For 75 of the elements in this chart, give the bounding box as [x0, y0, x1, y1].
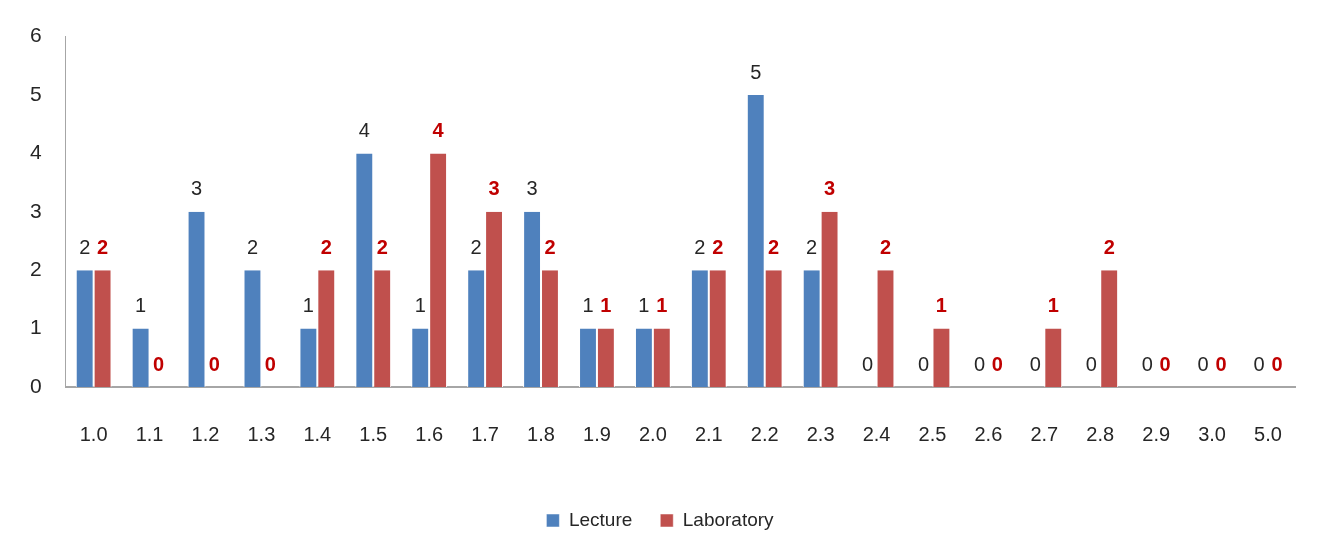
data-label: 2: [879, 235, 892, 258]
data-label: 0: [917, 352, 930, 375]
x-tick-label: 2.6: [974, 422, 1003, 445]
legend-label: Laboratory: [682, 508, 775, 530]
data-label: 4: [432, 118, 445, 141]
data-label: 0: [264, 352, 276, 375]
data-label: 2: [470, 235, 482, 258]
data-label: 1: [1047, 294, 1059, 317]
y-tick-label: 6: [29, 23, 42, 47]
x-tick-label: 2.9: [1142, 422, 1171, 445]
data-label: 1: [935, 294, 947, 317]
x-tick-label: 2.1: [694, 422, 723, 445]
x-tick-label: 2.0: [638, 422, 667, 445]
data-label: 2: [97, 235, 109, 258]
x-tick-label: 5.0: [1254, 422, 1282, 445]
data-label: 0: [1141, 352, 1153, 375]
data-label: 0: [991, 352, 1003, 375]
legend-label: Lecture: [568, 508, 633, 530]
data-label: 2: [79, 235, 91, 258]
x-tick-label: 1.8: [527, 422, 555, 445]
data-label: 2: [694, 235, 706, 258]
x-tick-label: 1.9: [583, 422, 611, 445]
data-label: 1: [600, 294, 612, 317]
x-tick-label: 1.0: [79, 422, 108, 445]
data-label: 3: [824, 177, 836, 200]
x-tick-label: 1.7: [471, 422, 499, 445]
x-tick-label: 2.2: [750, 422, 779, 445]
data-label: 1: [582, 294, 594, 317]
data-label: 0: [1085, 352, 1097, 375]
x-tick-label: 1.2: [191, 422, 220, 445]
data-label: 3: [190, 177, 203, 200]
x-tick-label: 1.5: [359, 422, 388, 445]
data-label: 0: [862, 352, 874, 375]
data-label: 1: [638, 294, 650, 317]
data-label: 2: [246, 235, 259, 258]
y-tick-label: 0: [29, 373, 42, 397]
data-label: 2: [376, 235, 388, 258]
data-label: 2: [712, 235, 724, 258]
x-tick-label: 1.1: [135, 422, 164, 445]
data-label: 0: [208, 352, 220, 375]
data-label: 0: [1271, 352, 1283, 375]
data-label: 2: [806, 235, 818, 258]
data-label: 2: [544, 235, 556, 258]
x-tick-label: 2.8: [1086, 422, 1115, 445]
x-tick-label: 1.6: [415, 422, 444, 445]
data-label: 4: [358, 118, 370, 141]
data-label: 0: [1197, 352, 1209, 375]
x-tick-label: 1.3: [247, 422, 276, 445]
data-label: 2: [1103, 235, 1115, 258]
x-tick-label: 1.4: [303, 422, 332, 445]
data-label: 1: [656, 294, 668, 317]
x-tick-label: 3.0: [1198, 422, 1226, 445]
x-tick-label: 2.4: [862, 422, 891, 445]
x-tick-label: 2.5: [918, 422, 947, 445]
data-label: 1: [414, 294, 426, 317]
data-label: 0: [1029, 352, 1041, 375]
data-label: 2: [320, 235, 332, 258]
data-label: 0: [1215, 352, 1227, 375]
data-label: 1: [135, 294, 147, 317]
y-tick-label: 5: [29, 81, 42, 105]
data-label: 0: [1159, 352, 1171, 375]
y-tick-label: 3: [29, 198, 42, 222]
data-label: 3: [526, 177, 538, 200]
data-label: 1: [302, 294, 314, 317]
data-label: 2: [768, 235, 780, 258]
y-tick-label: 2: [29, 257, 42, 280]
x-tick-label: 2.3: [806, 422, 835, 445]
data-label: 0: [152, 352, 165, 375]
data-label: 5: [750, 60, 762, 83]
data-label: 0: [1253, 352, 1265, 375]
x-tick-label: 2.7: [1030, 422, 1059, 445]
data-label: 3: [488, 177, 500, 200]
y-tick-label: 1: [29, 315, 42, 339]
data-label: 0: [973, 352, 986, 375]
y-tick-label: 4: [29, 140, 42, 164]
